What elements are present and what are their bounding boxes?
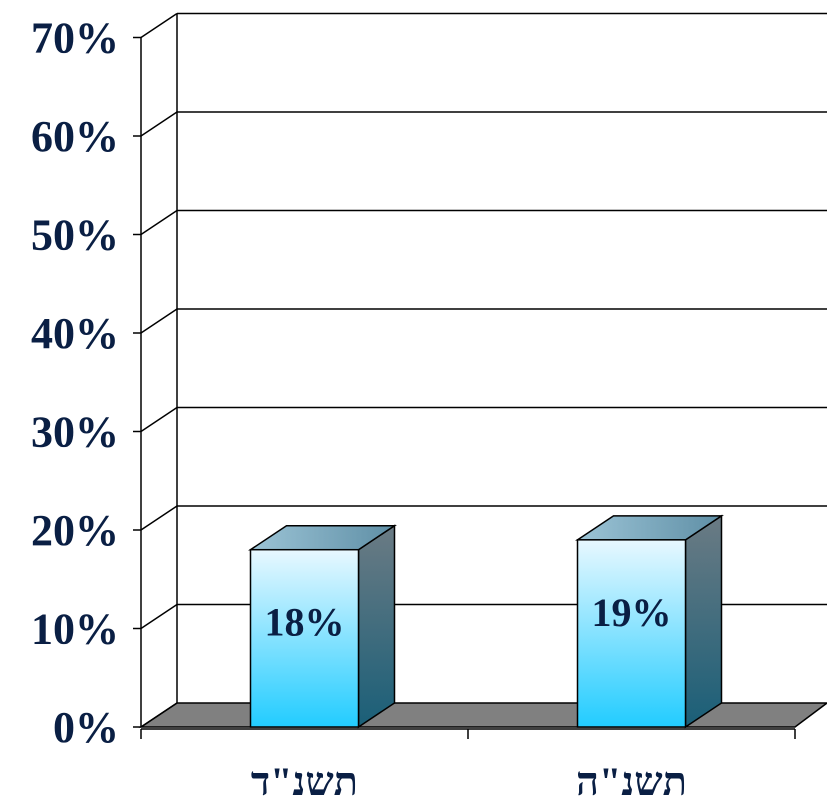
y-tick-label: 10% xyxy=(31,605,119,654)
gridline-side xyxy=(140,12,178,39)
bar xyxy=(575,514,724,729)
chart-floor xyxy=(138,702,827,728)
y-tick-label: 30% xyxy=(31,408,119,457)
bar-front-face xyxy=(249,548,360,728)
gridline-side xyxy=(140,702,178,728)
gridline-side xyxy=(140,505,178,531)
axes xyxy=(133,36,796,739)
x-category-label: תשנ"ה xyxy=(576,759,687,797)
bar-side-face xyxy=(684,514,723,729)
gridline-side xyxy=(140,603,178,630)
gridline-side xyxy=(140,111,178,137)
gridlines xyxy=(140,12,827,728)
bars xyxy=(248,514,724,729)
y-tick-label: 20% xyxy=(31,506,119,555)
gridline-side xyxy=(140,308,178,334)
gridline-side xyxy=(140,209,178,236)
bar-front-face xyxy=(576,539,687,728)
y-tick-label: 70% xyxy=(31,14,119,63)
bar-side-face xyxy=(357,524,396,729)
data-labels: 18% 19% xyxy=(265,590,672,645)
x-axis-category-labels: תשנ"ד תשנ"ה xyxy=(251,759,687,797)
gridline-side xyxy=(140,406,178,433)
y-tick-label: 0% xyxy=(53,703,119,752)
y-tick-label: 50% xyxy=(31,211,119,260)
y-tick-label: 60% xyxy=(31,112,119,161)
data-label: 18% xyxy=(265,600,345,645)
floor-plane xyxy=(138,702,827,728)
bar xyxy=(248,524,397,729)
y-axis-tick-labels: 0% 10% 20% 30% 40% 50% 60% 70% xyxy=(31,14,119,753)
data-label: 19% xyxy=(592,590,672,635)
x-category-label: תשנ"ד xyxy=(251,759,358,797)
y-tick-label: 40% xyxy=(31,309,119,358)
